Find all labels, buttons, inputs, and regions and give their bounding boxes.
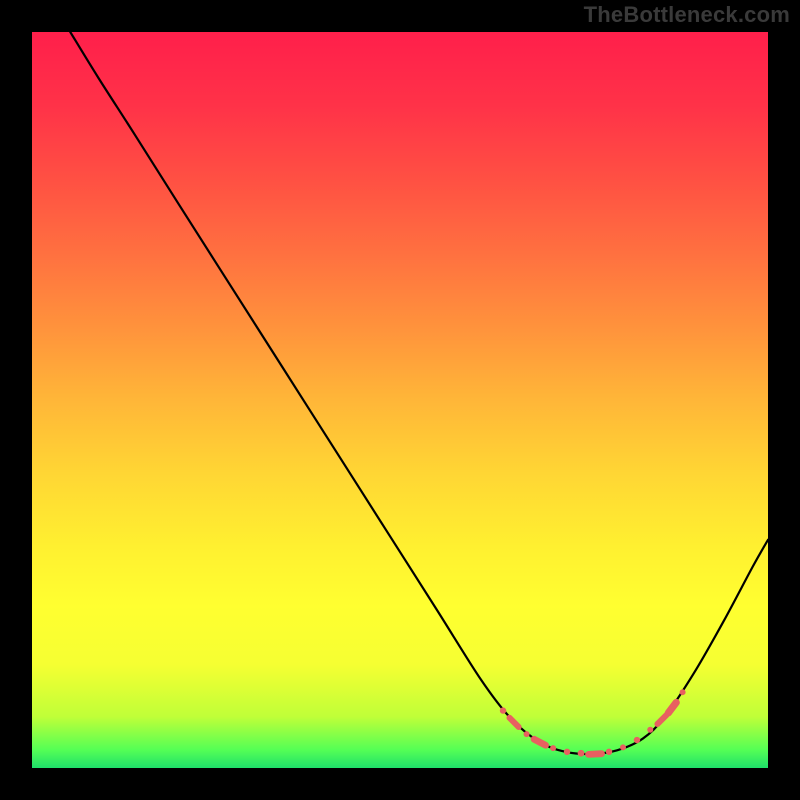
marker-dot <box>524 731 530 737</box>
marker-dot <box>564 749 570 755</box>
marker-dot <box>578 750 585 757</box>
marker-dot <box>606 749 612 755</box>
plot-area <box>32 32 768 768</box>
marker-dash <box>668 702 676 712</box>
curve-layer <box>32 32 768 768</box>
marker-dash <box>589 754 602 755</box>
marker-dash <box>657 715 666 724</box>
marker-dot <box>500 707 506 713</box>
marker-dot <box>620 744 626 750</box>
marker-dot <box>550 745 556 751</box>
marker-dash <box>509 718 518 727</box>
watermark-text: TheBottleneck.com <box>584 2 790 28</box>
chart-frame: TheBottleneck.com <box>0 0 800 800</box>
bottleneck-curve <box>70 32 768 754</box>
marker-dot <box>634 737 640 743</box>
markers <box>500 689 686 756</box>
marker-dot <box>647 727 653 733</box>
marker-dash <box>534 739 546 745</box>
marker-dot <box>680 689 686 695</box>
